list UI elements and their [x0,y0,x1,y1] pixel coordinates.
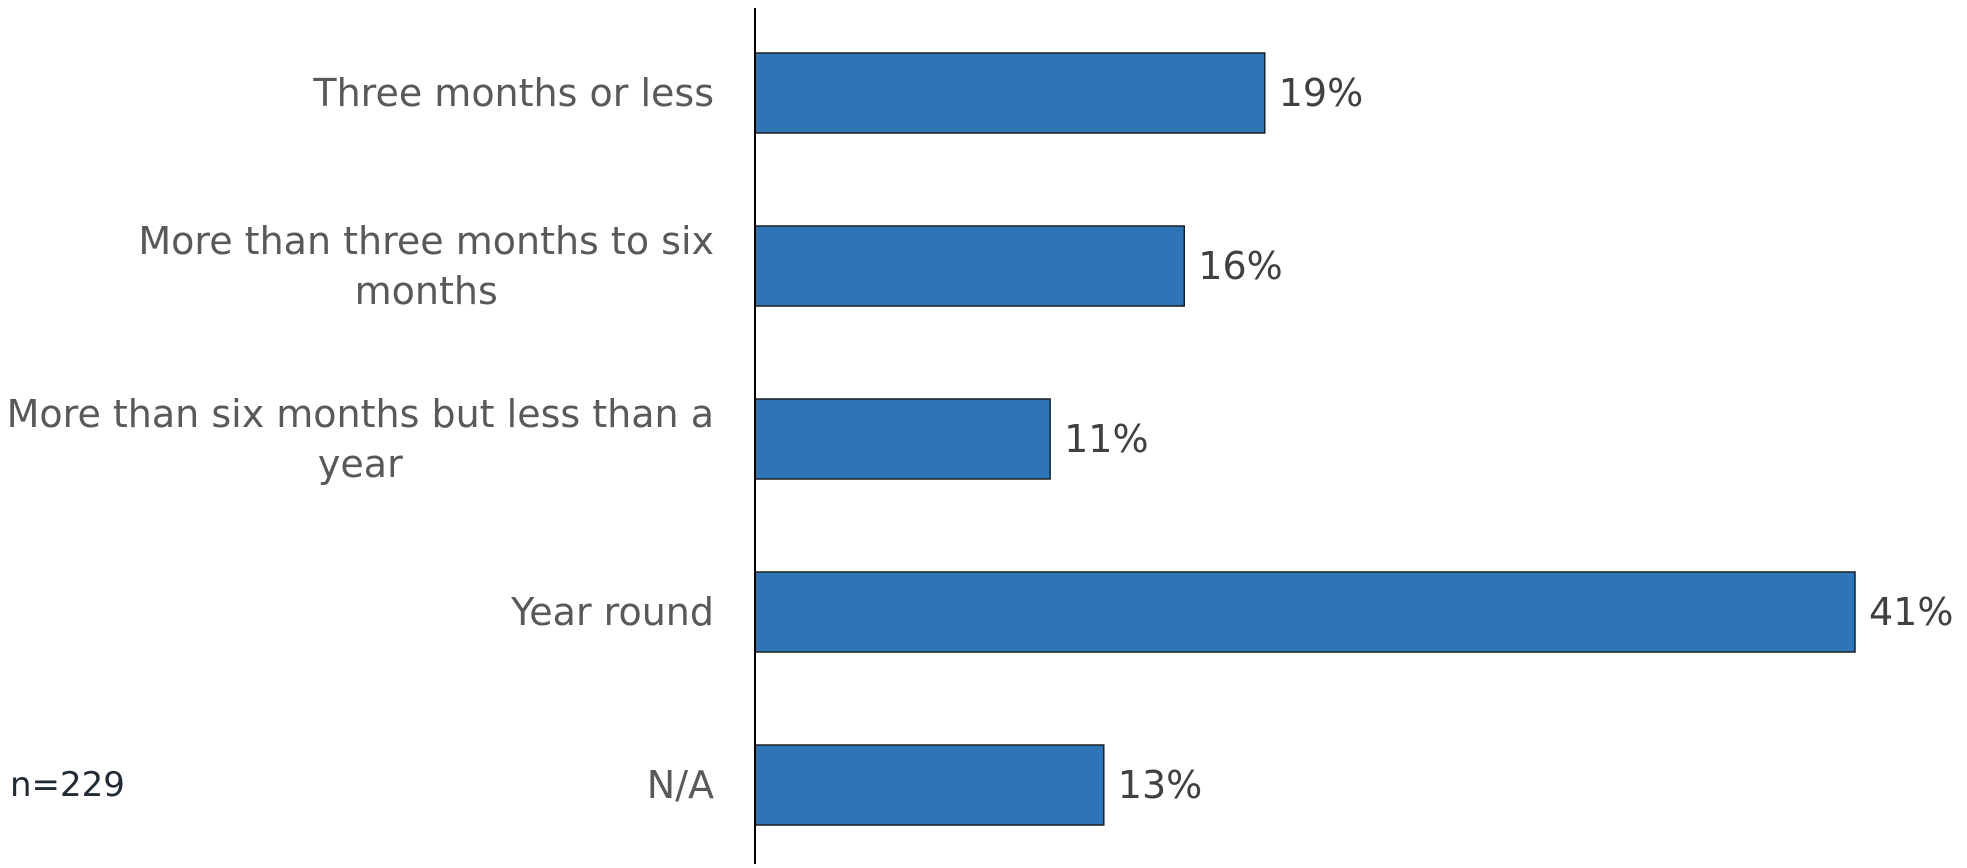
bar [754,571,1856,653]
bar [754,225,1186,307]
category-label: Three months or less [312,71,714,115]
category-label: months [355,269,498,313]
bar [754,52,1266,134]
data-label: 13% [1118,763,1202,807]
data-label: 19% [1279,71,1363,115]
bar [754,744,1105,826]
data-label: 16% [1198,244,1282,288]
sample-size-note: n=229 [10,765,125,805]
category-label: Year round [510,590,714,634]
data-label: 11% [1064,417,1148,461]
bar [754,398,1051,480]
data-label: 41% [1869,590,1953,634]
category-label: More than six months but less than a [7,392,714,436]
category-label: More than three months to six [138,219,714,263]
category-label: N/A [647,763,714,807]
category-label: year [318,442,403,486]
